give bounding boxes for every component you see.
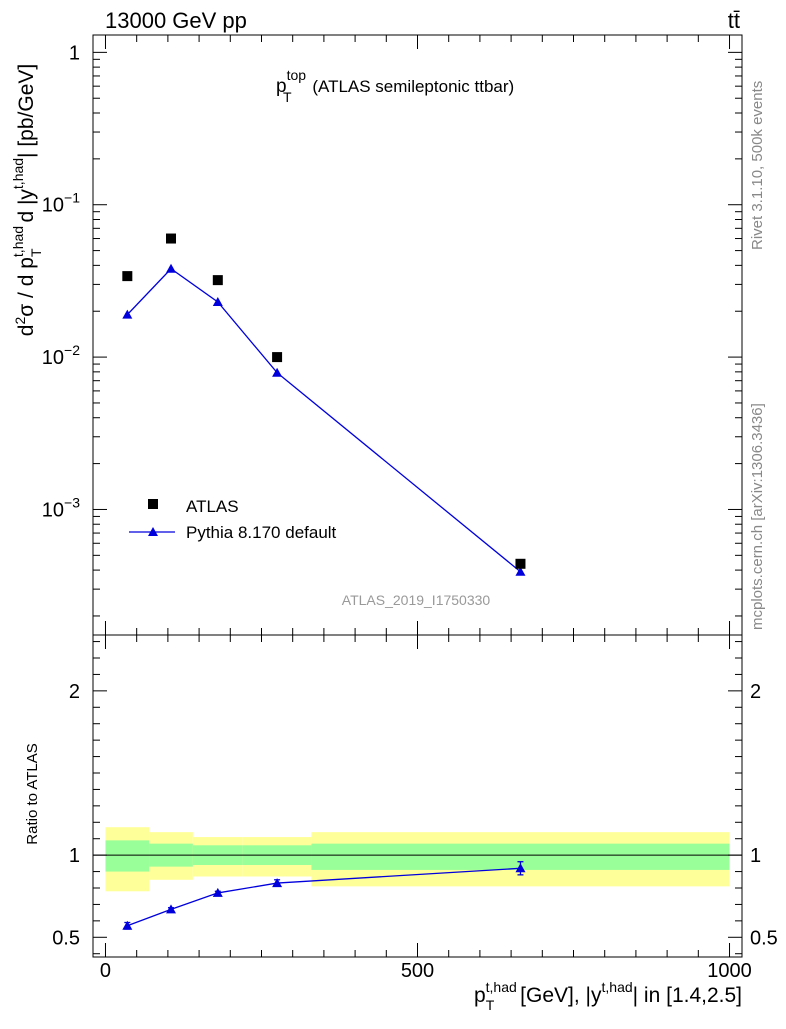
title-rest: (ATLAS semileptonic ttbar): [308, 77, 515, 96]
atlas-point: [272, 352, 283, 363]
main-frame: [92, 34, 743, 636]
ratio-xtick-label: 0: [100, 960, 111, 982]
ratio-axes: 2 2 1 1 0.5 0.5 0 500 1000: [52, 635, 778, 982]
ratio-ylabel: Ratio to ATLAS: [24, 743, 41, 844]
ratio-xtick-label: 1000: [707, 960, 752, 982]
main-ytick-label: 10−2: [42, 342, 80, 369]
ratio-point: [212, 887, 223, 897]
ratio-xtick-label: 500: [401, 960, 434, 982]
main-ylabel: d2σ / d pt,had T d |yt,had| [pb/GeV]: [10, 64, 44, 336]
energy-label: 13000 GeV pp: [105, 8, 247, 33]
analysis-id: ATLAS_2019_I1750330: [342, 592, 491, 608]
rivet-label: Rivet 3.1.10, 500k events: [749, 81, 766, 250]
ratio-point: [166, 904, 177, 914]
ratio-data: [122, 861, 526, 930]
ratio-band-green: [105, 840, 150, 872]
xlabel-end: | in [1.4,2.5]: [633, 984, 742, 1007]
xlabel-p: p: [474, 984, 486, 1007]
atlas-point: [515, 558, 526, 569]
legend-atlas-label: ATLAS: [186, 497, 239, 516]
ratio-ytick-label-left: 0.5: [52, 927, 80, 949]
legend-atlas-marker: [148, 499, 158, 509]
main-data: [122, 233, 526, 576]
process-label: tt̄: [728, 8, 740, 33]
pythia-point: [166, 263, 177, 273]
ratio-xlabel: pt,had T [GeV], |yt,had| in [1.4,2.5]: [474, 979, 742, 1013]
ratio-ytick-label-left: 2: [69, 681, 80, 703]
xlabel-mid: [GeV], |y: [514, 984, 602, 1007]
legend: ATLAS Pythia 8.170 default: [129, 497, 337, 542]
legend-pythia-label: Pythia 8.170 default: [186, 523, 337, 542]
ratio-bands: [93, 827, 742, 892]
xlabel-sup1: t,had: [486, 979, 517, 995]
pythia-point: [212, 296, 223, 306]
pythia-point: [272, 367, 283, 377]
xlabel-sub1: T: [486, 997, 495, 1013]
atlas-point: [166, 233, 177, 244]
title-sup: top: [287, 67, 307, 83]
ratio-point: [515, 863, 526, 873]
title-base: p: [276, 76, 287, 97]
ratio-point: [272, 878, 283, 888]
atlas-point: [212, 275, 223, 286]
pythia-point: [122, 309, 133, 319]
pythia-point: [515, 566, 526, 576]
xlabel-sup2: t,had: [602, 979, 633, 995]
title-sub: T: [283, 89, 292, 105]
mcplots-label: mcplots.cern.ch [arXiv:1306.3436]: [749, 403, 766, 630]
ratio-frame: [92, 634, 743, 958]
ratio-ytick-label-right: 1: [750, 845, 761, 867]
ratio-ytick-label-left: 1: [69, 845, 80, 867]
main-ytick-label: 1: [69, 42, 80, 64]
ratio-ytick-label-right: 2: [750, 681, 761, 703]
plot-title: ptop T (ATLAS semileptonic ttbar): [276, 67, 514, 105]
atlas-point: [122, 271, 133, 282]
main-ytick-label: 10−1: [42, 190, 80, 217]
ratio-ytick-label-right: 0.5: [750, 927, 778, 949]
main-axes: 1 10−1 10−2 10−3: [42, 35, 742, 635]
legend-pythia-marker: [148, 527, 158, 536]
ratio-point: [122, 920, 133, 930]
main-ytick-label: 10−3: [42, 494, 80, 521]
